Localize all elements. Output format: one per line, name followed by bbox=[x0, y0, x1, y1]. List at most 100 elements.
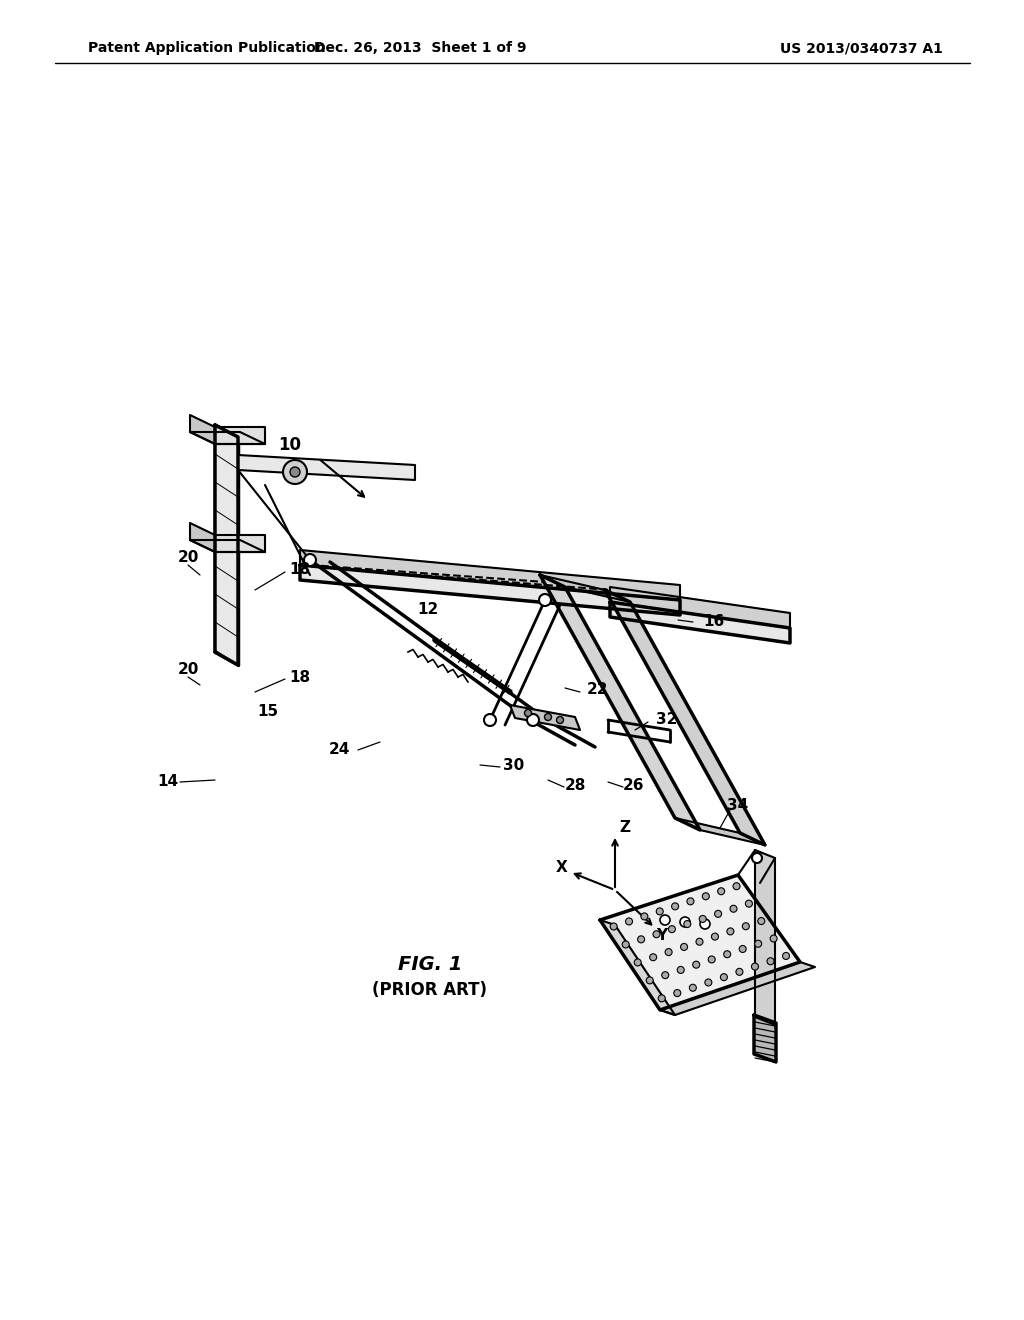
Circle shape bbox=[290, 467, 300, 477]
Circle shape bbox=[718, 888, 725, 895]
Circle shape bbox=[674, 990, 681, 997]
Circle shape bbox=[689, 985, 696, 991]
Polygon shape bbox=[238, 455, 415, 480]
Text: 24: 24 bbox=[329, 742, 350, 758]
Circle shape bbox=[705, 979, 712, 986]
Text: 16: 16 bbox=[703, 615, 724, 630]
Polygon shape bbox=[540, 576, 630, 602]
Text: 26: 26 bbox=[624, 777, 645, 792]
Circle shape bbox=[767, 958, 774, 965]
Circle shape bbox=[782, 953, 790, 960]
Polygon shape bbox=[190, 523, 215, 552]
Text: 22: 22 bbox=[587, 682, 608, 697]
Circle shape bbox=[687, 898, 694, 904]
Circle shape bbox=[626, 917, 633, 925]
Text: Dec. 26, 2013  Sheet 1 of 9: Dec. 26, 2013 Sheet 1 of 9 bbox=[313, 41, 526, 55]
Circle shape bbox=[638, 936, 644, 942]
Circle shape bbox=[660, 915, 670, 925]
Circle shape bbox=[646, 977, 653, 983]
Circle shape bbox=[623, 941, 629, 948]
Text: 10: 10 bbox=[279, 436, 301, 454]
Circle shape bbox=[662, 972, 669, 978]
Polygon shape bbox=[660, 962, 815, 1015]
Polygon shape bbox=[754, 1015, 776, 1063]
Circle shape bbox=[484, 714, 496, 726]
Circle shape bbox=[658, 995, 666, 1002]
Polygon shape bbox=[610, 602, 790, 643]
Circle shape bbox=[653, 931, 660, 937]
Text: Z: Z bbox=[620, 821, 631, 836]
Circle shape bbox=[699, 916, 707, 923]
Polygon shape bbox=[755, 850, 775, 1026]
Text: 20: 20 bbox=[177, 549, 199, 565]
Circle shape bbox=[733, 883, 740, 890]
Circle shape bbox=[700, 919, 710, 929]
Circle shape bbox=[727, 928, 734, 935]
Circle shape bbox=[656, 908, 664, 915]
Polygon shape bbox=[675, 818, 765, 845]
Circle shape bbox=[742, 923, 750, 929]
Text: X: X bbox=[556, 861, 568, 875]
Polygon shape bbox=[510, 705, 580, 730]
Circle shape bbox=[669, 925, 676, 933]
Circle shape bbox=[666, 949, 672, 956]
Circle shape bbox=[730, 906, 737, 912]
Text: (PRIOR ART): (PRIOR ART) bbox=[373, 981, 487, 999]
Circle shape bbox=[736, 969, 743, 975]
Circle shape bbox=[672, 903, 679, 909]
Text: 14: 14 bbox=[158, 775, 178, 789]
Circle shape bbox=[610, 923, 617, 931]
Polygon shape bbox=[600, 875, 800, 1010]
Text: 32: 32 bbox=[656, 713, 677, 727]
Circle shape bbox=[758, 917, 765, 924]
Circle shape bbox=[712, 933, 719, 940]
Polygon shape bbox=[300, 565, 680, 615]
Polygon shape bbox=[215, 425, 238, 665]
Circle shape bbox=[752, 853, 762, 863]
Circle shape bbox=[721, 974, 727, 981]
Circle shape bbox=[539, 594, 551, 606]
Circle shape bbox=[524, 710, 531, 717]
Circle shape bbox=[680, 917, 690, 927]
Circle shape bbox=[634, 958, 641, 966]
Polygon shape bbox=[300, 550, 680, 601]
Circle shape bbox=[681, 944, 687, 950]
Circle shape bbox=[304, 554, 316, 566]
Text: 18: 18 bbox=[290, 562, 310, 578]
Circle shape bbox=[702, 892, 710, 900]
Circle shape bbox=[641, 913, 648, 920]
Polygon shape bbox=[190, 414, 215, 444]
Text: 20: 20 bbox=[177, 663, 199, 677]
Circle shape bbox=[677, 966, 684, 973]
Circle shape bbox=[739, 945, 746, 953]
Polygon shape bbox=[610, 587, 790, 628]
Circle shape bbox=[709, 956, 715, 964]
Polygon shape bbox=[190, 432, 265, 444]
Circle shape bbox=[649, 954, 656, 961]
Circle shape bbox=[715, 911, 722, 917]
Text: 30: 30 bbox=[503, 758, 524, 772]
Circle shape bbox=[545, 714, 552, 721]
Polygon shape bbox=[215, 426, 265, 444]
Circle shape bbox=[770, 935, 777, 942]
Text: FIG. 1: FIG. 1 bbox=[397, 956, 462, 974]
Text: Y: Y bbox=[656, 928, 668, 944]
Polygon shape bbox=[600, 920, 675, 1015]
Text: 18: 18 bbox=[290, 669, 310, 685]
Circle shape bbox=[745, 900, 753, 907]
Text: Patent Application Publication: Patent Application Publication bbox=[88, 41, 326, 55]
Polygon shape bbox=[540, 576, 700, 830]
Circle shape bbox=[692, 961, 699, 968]
Polygon shape bbox=[190, 540, 265, 552]
Circle shape bbox=[755, 940, 762, 948]
Circle shape bbox=[556, 717, 563, 723]
Circle shape bbox=[696, 939, 703, 945]
Text: 12: 12 bbox=[418, 602, 438, 618]
Text: 15: 15 bbox=[257, 705, 279, 719]
Circle shape bbox=[752, 964, 759, 970]
Text: US 2013/0340737 A1: US 2013/0340737 A1 bbox=[780, 41, 943, 55]
Polygon shape bbox=[215, 535, 265, 552]
Circle shape bbox=[527, 714, 539, 726]
Circle shape bbox=[684, 920, 691, 928]
Text: 34: 34 bbox=[727, 799, 749, 813]
